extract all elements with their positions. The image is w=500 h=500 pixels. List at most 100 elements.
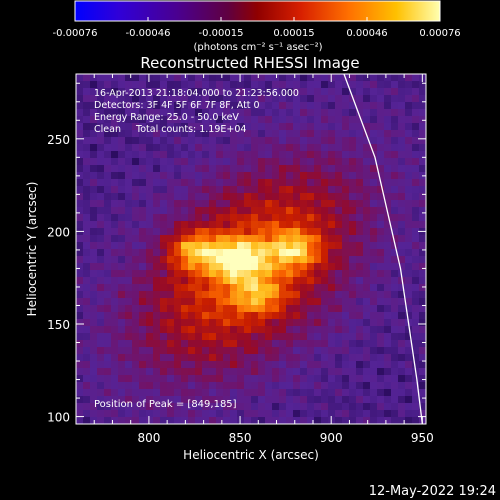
heatmap-cell bbox=[412, 256, 420, 264]
heatmap-cell bbox=[237, 221, 245, 229]
heatmap-cell bbox=[391, 382, 399, 390]
heatmap-cell bbox=[146, 256, 154, 264]
heatmap-cell bbox=[209, 235, 217, 243]
heatmap-cell bbox=[118, 214, 126, 222]
heatmap-cell bbox=[139, 284, 147, 292]
heatmap-cell bbox=[76, 102, 84, 110]
heatmap-cell bbox=[97, 389, 105, 397]
heatmap-cell bbox=[237, 396, 245, 404]
heatmap-cell bbox=[244, 235, 252, 243]
heatmap-cell bbox=[230, 340, 238, 348]
heatmap-cell bbox=[251, 95, 259, 103]
heatmap-cell bbox=[146, 396, 154, 404]
heatmap-cell bbox=[174, 151, 182, 159]
heatmap-cell bbox=[160, 95, 168, 103]
heatmap-cell bbox=[111, 340, 119, 348]
heatmap-cell bbox=[321, 263, 329, 271]
heatmap-cell bbox=[405, 347, 413, 355]
heatmap-cell bbox=[188, 172, 196, 180]
heatmap-cell bbox=[223, 144, 231, 152]
heatmap-cell bbox=[328, 249, 336, 257]
heatmap-cell bbox=[111, 375, 119, 383]
heatmap-cell bbox=[216, 333, 224, 341]
heatmap-cell bbox=[104, 179, 112, 187]
heatmap-cell bbox=[146, 88, 154, 96]
heatmap-cell bbox=[216, 186, 224, 194]
heatmap-cell bbox=[398, 158, 406, 166]
heatmap-cell bbox=[209, 354, 217, 362]
heatmap-cell bbox=[83, 228, 91, 236]
heatmap-cell bbox=[195, 305, 203, 313]
heatmap-cell bbox=[321, 172, 329, 180]
heatmap-cell bbox=[237, 235, 245, 243]
heatmap-cell bbox=[118, 179, 126, 187]
heatmap-cell bbox=[83, 144, 91, 152]
heatmap-cell bbox=[202, 88, 210, 96]
heatmap-cell bbox=[307, 389, 315, 397]
heatmap-cell bbox=[244, 396, 252, 404]
heatmap-cell bbox=[174, 347, 182, 355]
heatmap-cell bbox=[188, 389, 196, 397]
heatmap-cell bbox=[342, 403, 350, 411]
heatmap-cell bbox=[153, 74, 161, 82]
heatmap-cell bbox=[118, 333, 126, 341]
heatmap-cell bbox=[307, 382, 315, 390]
heatmap-cell bbox=[265, 347, 273, 355]
heatmap-cell bbox=[412, 263, 420, 271]
heatmap-cell bbox=[160, 165, 168, 173]
heatmap-cell bbox=[293, 214, 301, 222]
heatmap-cell bbox=[76, 116, 84, 124]
heatmap-cell bbox=[307, 270, 315, 278]
heatmap-cell bbox=[314, 172, 322, 180]
heatmap-cell bbox=[293, 74, 301, 82]
heatmap-cell bbox=[279, 81, 287, 89]
heatmap-cell bbox=[237, 193, 245, 201]
heatmap-cell bbox=[321, 256, 329, 264]
heatmap-cell bbox=[90, 116, 98, 124]
heatmap-cell bbox=[118, 74, 126, 82]
heatmap-cell bbox=[90, 95, 98, 103]
heatmap-cell bbox=[412, 221, 420, 229]
heatmap-cell bbox=[251, 410, 259, 418]
heatmap-cell bbox=[300, 256, 308, 264]
heatmap-cell bbox=[321, 291, 329, 299]
heatmap-cell bbox=[412, 95, 420, 103]
heatmap-cell bbox=[335, 74, 343, 82]
heatmap-cell bbox=[181, 354, 189, 362]
heatmap-cell bbox=[328, 417, 336, 424]
heatmap-cell bbox=[405, 340, 413, 348]
heatmap-cell bbox=[279, 263, 287, 271]
heatmap-cell bbox=[384, 333, 392, 341]
heatmap-cell bbox=[97, 333, 105, 341]
heatmap-cell bbox=[398, 403, 406, 411]
heatmap-cell bbox=[216, 340, 224, 348]
heatmap-cell bbox=[153, 172, 161, 180]
heatmap-cell bbox=[335, 368, 343, 376]
heatmap-cell bbox=[279, 291, 287, 299]
heatmap-cell bbox=[419, 116, 426, 124]
heatmap-cell bbox=[391, 347, 399, 355]
heatmap-cell bbox=[153, 179, 161, 187]
heatmap-cell bbox=[118, 123, 126, 131]
heatmap-cell bbox=[384, 151, 392, 159]
heatmap-cell bbox=[419, 368, 426, 376]
heatmap-cell bbox=[97, 277, 105, 285]
heatmap-cell bbox=[405, 130, 413, 138]
heatmap-cell bbox=[384, 291, 392, 299]
heatmap-cell bbox=[279, 137, 287, 145]
heatmap-cell bbox=[356, 277, 364, 285]
heatmap-cell bbox=[209, 172, 217, 180]
heatmap-cell bbox=[307, 256, 315, 264]
heatmap-cell bbox=[209, 193, 217, 201]
heatmap-cell bbox=[104, 417, 112, 424]
heatmap-cell bbox=[83, 158, 91, 166]
heatmap-cell bbox=[76, 179, 84, 187]
heatmap-cell bbox=[349, 130, 357, 138]
heatmap-cell bbox=[146, 305, 154, 313]
heatmap-cell bbox=[132, 291, 140, 299]
heatmap-cell bbox=[83, 81, 91, 89]
heatmap-cell bbox=[118, 130, 126, 138]
heatmap-cell bbox=[237, 158, 245, 166]
heatmap-cell bbox=[76, 403, 84, 411]
heatmap-cell bbox=[363, 403, 371, 411]
